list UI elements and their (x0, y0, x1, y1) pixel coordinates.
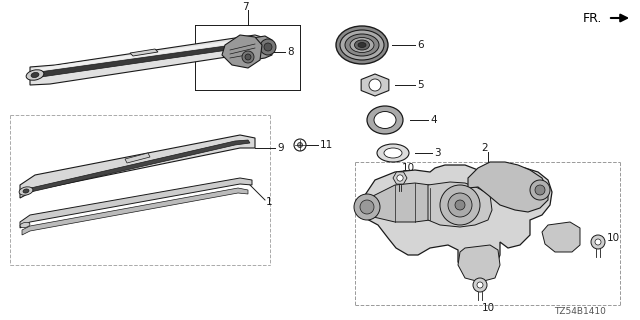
Polygon shape (365, 165, 552, 275)
Ellipse shape (19, 187, 33, 195)
Polygon shape (22, 188, 248, 235)
Circle shape (477, 282, 483, 288)
Circle shape (591, 235, 605, 249)
Text: 9: 9 (277, 143, 284, 153)
Text: 6: 6 (417, 40, 424, 50)
Text: 2: 2 (482, 143, 488, 153)
Text: TZ54B1410: TZ54B1410 (554, 308, 606, 316)
Polygon shape (30, 35, 265, 85)
Ellipse shape (374, 111, 396, 129)
Polygon shape (361, 74, 389, 96)
Circle shape (260, 39, 276, 55)
Ellipse shape (26, 70, 44, 80)
Ellipse shape (384, 148, 402, 158)
Polygon shape (428, 182, 492, 227)
Polygon shape (130, 49, 158, 56)
Circle shape (448, 193, 472, 217)
Text: 10: 10 (401, 163, 415, 173)
Circle shape (294, 139, 306, 151)
Circle shape (455, 200, 465, 210)
Text: FR.: FR. (582, 12, 602, 25)
Ellipse shape (367, 106, 403, 134)
Ellipse shape (336, 26, 388, 64)
Text: 4: 4 (430, 115, 436, 125)
Circle shape (595, 239, 601, 245)
Ellipse shape (340, 30, 384, 60)
Circle shape (245, 54, 251, 60)
Text: 10: 10 (481, 303, 495, 313)
Ellipse shape (350, 37, 374, 52)
Ellipse shape (23, 189, 29, 193)
Circle shape (530, 180, 550, 200)
Polygon shape (32, 40, 242, 72)
Text: 8: 8 (287, 47, 294, 57)
Polygon shape (365, 183, 430, 222)
Text: 10: 10 (607, 233, 620, 243)
Text: 11: 11 (320, 140, 333, 150)
Circle shape (535, 185, 545, 195)
Ellipse shape (355, 40, 369, 50)
Polygon shape (468, 162, 548, 212)
Polygon shape (458, 245, 500, 282)
Circle shape (264, 43, 272, 51)
Ellipse shape (31, 72, 39, 77)
Polygon shape (20, 178, 252, 228)
Polygon shape (222, 35, 262, 68)
Ellipse shape (358, 43, 366, 47)
Circle shape (360, 200, 374, 214)
Text: 7: 7 (242, 2, 248, 12)
Polygon shape (125, 153, 150, 163)
Polygon shape (542, 222, 580, 252)
Polygon shape (240, 36, 272, 62)
Polygon shape (393, 172, 407, 184)
Ellipse shape (377, 144, 409, 162)
Ellipse shape (345, 34, 379, 56)
Circle shape (369, 79, 381, 91)
Circle shape (298, 142, 303, 148)
Circle shape (397, 175, 403, 181)
Circle shape (473, 278, 487, 292)
Circle shape (242, 51, 254, 63)
Polygon shape (32, 43, 258, 78)
Text: 1: 1 (266, 197, 273, 207)
Text: 5: 5 (417, 80, 424, 90)
Ellipse shape (20, 222, 30, 228)
Polygon shape (20, 135, 255, 198)
Polygon shape (22, 140, 250, 194)
Circle shape (354, 194, 380, 220)
Circle shape (440, 185, 480, 225)
Text: 3: 3 (434, 148, 440, 158)
